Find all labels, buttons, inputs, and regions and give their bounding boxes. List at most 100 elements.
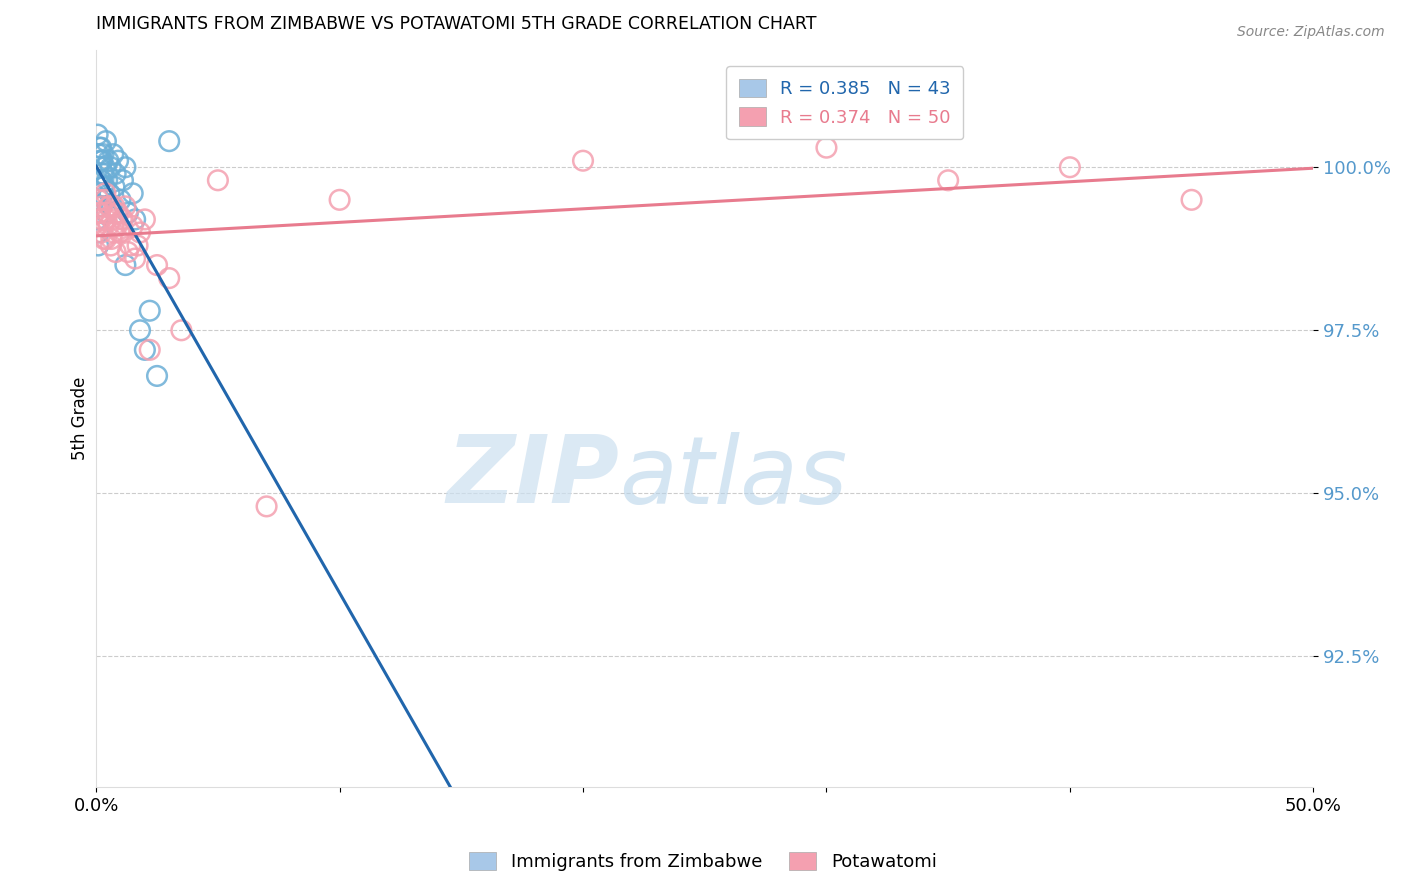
Point bbox=[97, 219, 120, 233]
Point bbox=[157, 134, 180, 148]
Point bbox=[93, 160, 115, 174]
Text: IMMIGRANTS FROM ZIMBABWE VS POTAWATOMI 5TH GRADE CORRELATION CHART: IMMIGRANTS FROM ZIMBABWE VS POTAWATOMI 5… bbox=[96, 15, 817, 33]
Point bbox=[124, 252, 146, 266]
Point bbox=[93, 147, 115, 161]
Point bbox=[815, 141, 838, 155]
Point bbox=[91, 179, 114, 194]
Point bbox=[86, 212, 108, 227]
Point bbox=[100, 232, 122, 246]
Point bbox=[114, 258, 136, 272]
Point bbox=[96, 173, 118, 187]
Point bbox=[256, 500, 278, 514]
Point bbox=[114, 199, 136, 213]
Point bbox=[117, 206, 139, 220]
Point bbox=[146, 368, 169, 383]
Point bbox=[90, 226, 112, 240]
Point bbox=[86, 128, 108, 142]
Point bbox=[207, 173, 229, 187]
Point bbox=[120, 238, 142, 252]
Point bbox=[87, 199, 110, 213]
Point bbox=[572, 153, 595, 168]
Point bbox=[104, 167, 127, 181]
Point bbox=[100, 160, 122, 174]
Point bbox=[87, 226, 110, 240]
Point bbox=[329, 193, 352, 207]
Point bbox=[103, 226, 125, 240]
Point bbox=[98, 186, 121, 201]
Point bbox=[129, 323, 152, 337]
Point bbox=[90, 141, 112, 155]
Point bbox=[138, 303, 160, 318]
Point bbox=[121, 186, 143, 201]
Point bbox=[121, 219, 143, 233]
Point bbox=[93, 232, 115, 246]
Point bbox=[107, 153, 129, 168]
Point bbox=[89, 206, 111, 220]
Point bbox=[170, 323, 193, 337]
Point bbox=[107, 206, 129, 220]
Point bbox=[89, 153, 111, 168]
Point bbox=[103, 199, 125, 213]
Point bbox=[138, 343, 160, 357]
Point bbox=[104, 245, 127, 260]
Point bbox=[124, 212, 146, 227]
Point bbox=[129, 226, 152, 240]
Text: Source: ZipAtlas.com: Source: ZipAtlas.com bbox=[1237, 25, 1385, 39]
Point bbox=[94, 134, 117, 148]
Point bbox=[1059, 160, 1081, 174]
Point bbox=[111, 212, 134, 227]
Point bbox=[91, 153, 114, 168]
Point bbox=[117, 245, 139, 260]
Point bbox=[110, 193, 132, 207]
Point bbox=[91, 167, 114, 181]
Point bbox=[91, 199, 114, 213]
Point bbox=[97, 199, 120, 213]
Point bbox=[100, 238, 122, 252]
Point bbox=[111, 173, 134, 187]
Point bbox=[108, 226, 131, 240]
Point bbox=[936, 173, 959, 187]
Point bbox=[101, 199, 124, 213]
Point bbox=[103, 147, 125, 161]
Point bbox=[96, 212, 118, 227]
Point bbox=[101, 212, 124, 227]
Point bbox=[87, 193, 110, 207]
Point bbox=[89, 141, 111, 155]
Point bbox=[103, 179, 125, 194]
Point bbox=[90, 173, 112, 187]
Point bbox=[110, 226, 132, 240]
Point bbox=[1180, 193, 1202, 207]
Point bbox=[91, 153, 114, 168]
Point bbox=[97, 153, 120, 168]
Point bbox=[90, 212, 112, 227]
Point bbox=[134, 343, 156, 357]
Point bbox=[93, 193, 115, 207]
Y-axis label: 5th Grade: 5th Grade bbox=[72, 376, 89, 460]
Point bbox=[87, 147, 110, 161]
Point bbox=[94, 186, 117, 201]
Point bbox=[98, 199, 121, 213]
Point bbox=[114, 160, 136, 174]
Point bbox=[90, 173, 112, 187]
Text: ZIP: ZIP bbox=[447, 432, 620, 524]
Legend: Immigrants from Zimbabwe, Potawatomi: Immigrants from Zimbabwe, Potawatomi bbox=[463, 845, 943, 879]
Point bbox=[111, 212, 134, 227]
Point bbox=[127, 238, 149, 252]
Point bbox=[146, 258, 169, 272]
Point bbox=[94, 193, 117, 207]
Point bbox=[94, 232, 117, 246]
Text: atlas: atlas bbox=[620, 432, 848, 523]
Point bbox=[93, 179, 115, 194]
Point bbox=[96, 206, 118, 220]
Point bbox=[105, 206, 128, 220]
Legend: R = 0.385   N = 43, R = 0.374   N = 50: R = 0.385 N = 43, R = 0.374 N = 50 bbox=[725, 66, 963, 139]
Point bbox=[87, 206, 110, 220]
Point bbox=[96, 206, 118, 220]
Point bbox=[157, 271, 180, 285]
Point bbox=[105, 219, 128, 233]
Point bbox=[103, 219, 125, 233]
Point bbox=[134, 212, 156, 227]
Point bbox=[87, 238, 110, 252]
Point bbox=[93, 219, 115, 233]
Point bbox=[90, 186, 112, 201]
